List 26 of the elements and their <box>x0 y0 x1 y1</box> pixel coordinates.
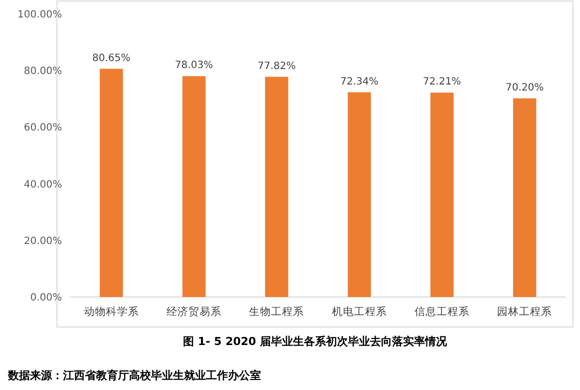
data-label: 77.82% <box>258 60 296 72</box>
source-note: 数据来源：江西省教育厅高校毕业生就业工作办公室 <box>7 369 261 382</box>
x-tick-label: 园林工程系 <box>497 305 552 318</box>
x-tick-label: 机电工程系 <box>332 305 387 318</box>
x-tick-label: 生物工程系 <box>249 305 304 318</box>
y-tick-label: 100.00% <box>18 10 62 20</box>
bar <box>430 92 454 297</box>
bar <box>100 68 123 297</box>
x-tick-label: 经济贸易系 <box>166 305 222 318</box>
bar <box>265 76 288 297</box>
data-label: 70.20% <box>506 82 544 94</box>
y-tick-label: 0.00% <box>30 292 62 304</box>
x-tick-label: 信息工程系 <box>414 305 470 318</box>
data-label: 72.21% <box>422 76 462 88</box>
bar <box>348 92 371 297</box>
y-tick-label: 60.00% <box>24 122 62 134</box>
data-label: 80.65% <box>92 52 130 64</box>
y-tick-label: 80.00% <box>24 66 62 78</box>
x-tick-label: 动物科学系 <box>84 305 139 318</box>
bar <box>513 98 536 297</box>
bar <box>182 76 206 297</box>
y-tick-label: 20.00% <box>24 236 62 247</box>
data-label: 78.03% <box>174 60 214 72</box>
y-tick-label: 40.00% <box>24 179 62 190</box>
data-label: 72.34% <box>340 76 378 88</box>
text: 图 1- 5 2020 届毕业生各系初次毕业去向落实率情况 <box>183 335 448 348</box>
